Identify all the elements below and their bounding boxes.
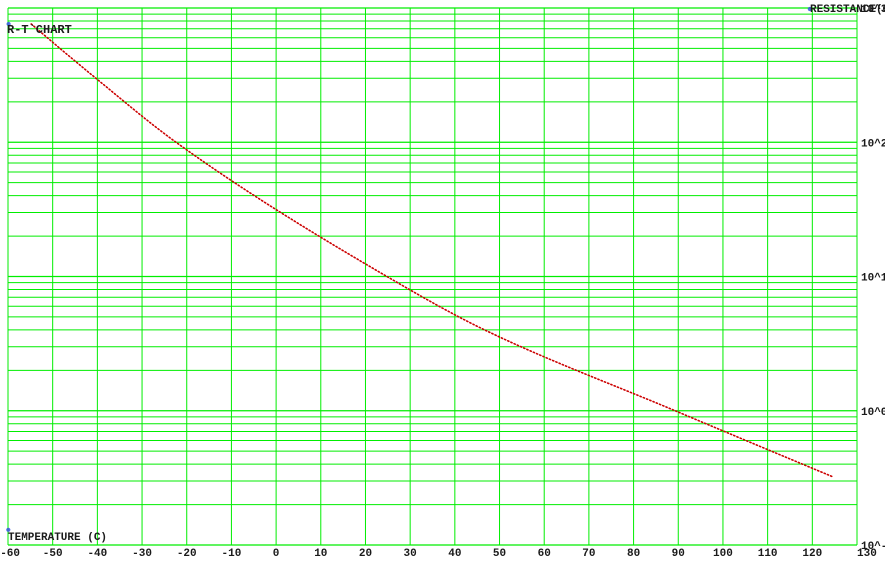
svg-text:100: 100: [713, 548, 733, 560]
svg-text:110: 110: [758, 548, 778, 560]
svg-text:50: 50: [493, 548, 506, 560]
svg-text:40: 40: [448, 548, 461, 560]
svg-text:-30: -30: [132, 548, 152, 560]
svg-text:10^1: 10^1: [861, 273, 885, 285]
svg-text:10^-: 10^-: [861, 541, 885, 553]
svg-text:10^0: 10^0: [861, 407, 885, 419]
svg-text:TEMPERATURE (C): TEMPERATURE (C): [8, 532, 107, 544]
svg-text:60: 60: [538, 548, 551, 560]
svg-text:90: 90: [672, 548, 685, 560]
svg-text:-40: -40: [87, 548, 107, 560]
svg-text:80: 80: [627, 548, 640, 560]
svg-text:20: 20: [359, 548, 372, 560]
svg-text:-20: -20: [177, 548, 197, 560]
svg-text:10: 10: [314, 548, 327, 560]
svg-text:10^2: 10^2: [861, 138, 885, 150]
svg-text:70: 70: [582, 548, 595, 560]
svg-text:-10: -10: [222, 548, 242, 560]
svg-text:10^3: 10^3: [861, 4, 885, 16]
svg-text:R-T`CHART: R-T`CHART: [7, 23, 72, 37]
svg-text:120: 120: [802, 548, 822, 560]
svg-text:0: 0: [273, 548, 280, 560]
svg-text:30: 30: [404, 548, 417, 560]
svg-text:-60: -60: [0, 548, 20, 560]
svg-text:-50: -50: [43, 548, 63, 560]
